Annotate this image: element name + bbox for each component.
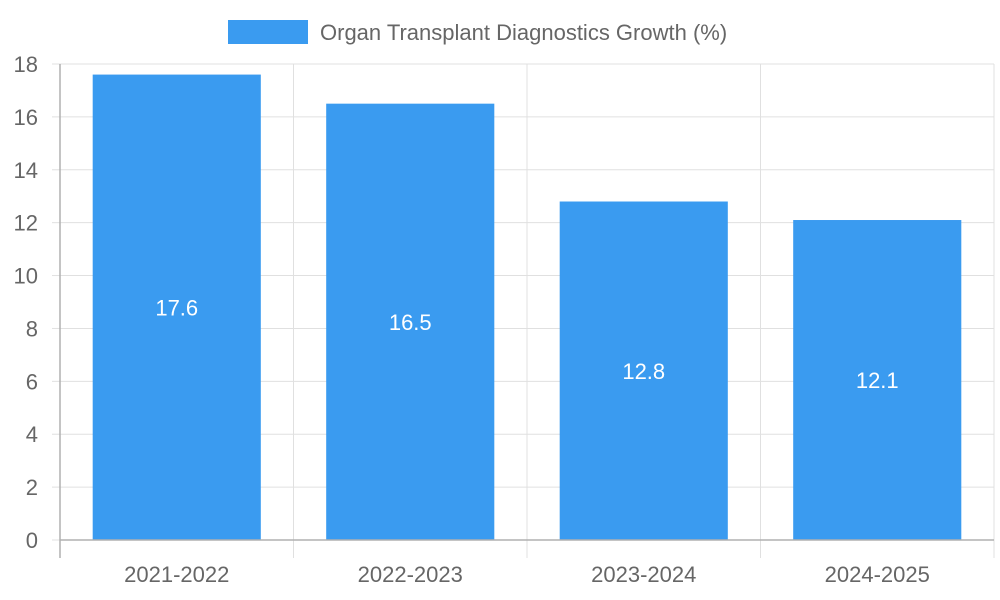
legend[interactable]: Organ Transplant Diagnostics Growth (%): [228, 20, 727, 45]
legend-label: Organ Transplant Diagnostics Growth (%): [320, 20, 727, 45]
legend-swatch: [228, 20, 308, 44]
y-tick-label: 8: [26, 316, 38, 341]
y-tick-label: 18: [14, 52, 38, 77]
bar-data-label: 17.6: [155, 295, 198, 320]
bar-data-label: 16.5: [389, 310, 432, 335]
axes-layer: 0 2 4 6 8 10 12 14 16 18 2021-2022 2022-2023 2023-20…: [14, 52, 995, 587]
bar-data-label: 12.8: [622, 359, 665, 384]
y-tick-label: 6: [26, 369, 38, 394]
x-tick-label: 2022-2023: [358, 562, 463, 587]
bar[interactable]: [326, 103, 495, 541]
bar-data-label: 12.1: [856, 368, 899, 393]
y-tick-label: 16: [14, 105, 38, 130]
y-tick-label: 0: [26, 528, 38, 553]
bars-layer: [92, 74, 962, 541]
x-tick-label: 2021-2022: [124, 562, 229, 587]
bar[interactable]: [559, 201, 728, 540]
y-tick-label: 2: [26, 475, 38, 500]
y-tick-label: 14: [14, 158, 38, 183]
x-tick-label: 2024-2025: [825, 562, 930, 587]
x-tick-label: 2023-2024: [591, 562, 696, 587]
y-tick-label: 4: [26, 422, 38, 447]
y-tick-label: 10: [14, 264, 38, 289]
y-tick-label: 12: [14, 211, 38, 236]
bar[interactable]: [92, 74, 261, 541]
bar[interactable]: [793, 220, 962, 540]
labels-layer: 17.6 16.5 12.8 12.1: [155, 295, 898, 393]
